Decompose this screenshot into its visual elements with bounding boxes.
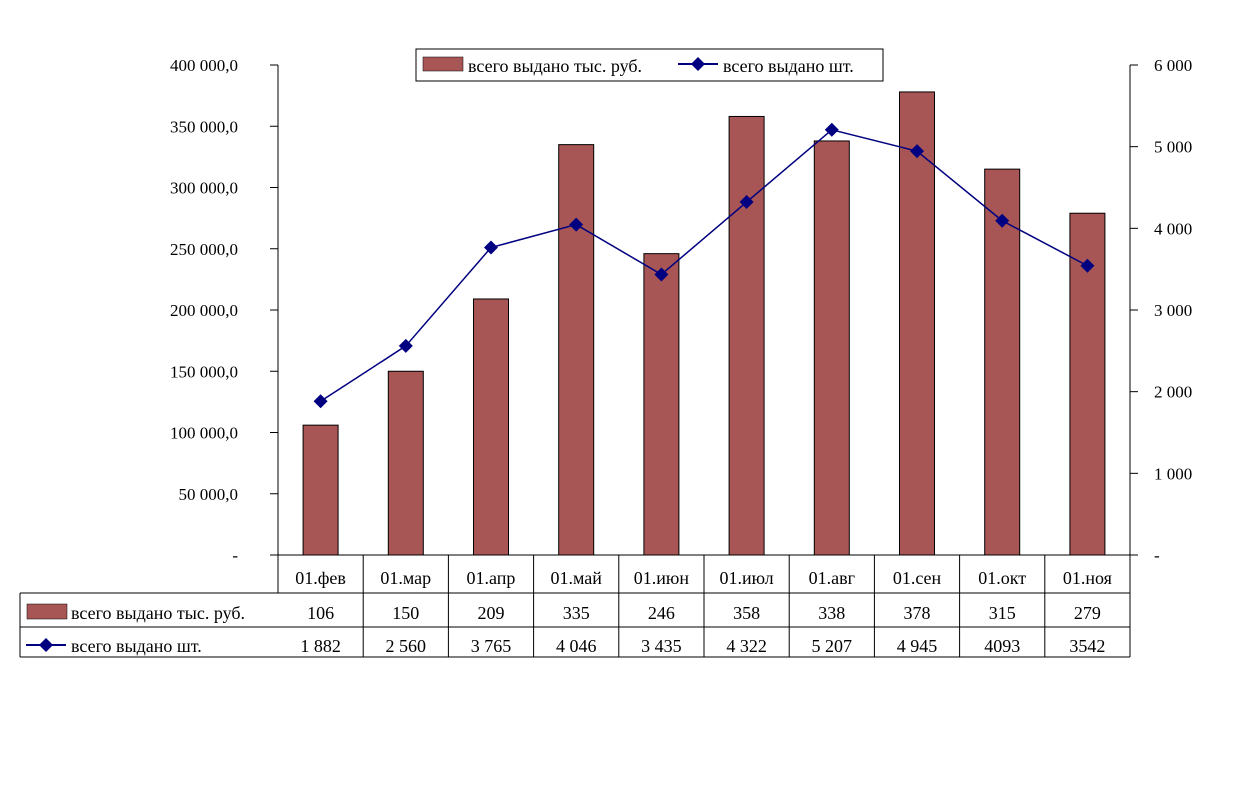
table-cell-rub: 378 xyxy=(904,603,931,623)
line-marker xyxy=(569,217,584,232)
x-axis-category-label: 01.июл xyxy=(720,568,774,588)
right-axis-tick-label: - xyxy=(1154,546,1160,565)
table-row-label-pcs: всего выдано шт. xyxy=(71,636,202,656)
x-axis-category-label: 01.окт xyxy=(978,568,1026,588)
table-cell-pcs: 3542 xyxy=(1069,636,1105,656)
x-axis-category-label: 01.июн xyxy=(634,568,690,588)
left-axis-tick-label: 50 000,0 xyxy=(179,485,239,504)
line-marker xyxy=(398,338,413,353)
x-axis-category-label: 01.сен xyxy=(893,568,942,588)
bar xyxy=(387,370,424,556)
line-marker xyxy=(313,394,328,409)
left-axis-tick-label: 350 000,0 xyxy=(170,117,238,136)
bar-series xyxy=(302,91,1106,556)
line-marker xyxy=(739,195,754,210)
bar xyxy=(302,424,339,556)
table-row-bar-swatch xyxy=(26,603,68,620)
right-axis-tick-label: 6 000 xyxy=(1154,56,1192,75)
data-table: 01.фев 106 1 882 01.мар 150 2 560 01.апр 209 3 7… xyxy=(19,555,1131,658)
x-axis-category-label: 01.фев xyxy=(295,568,346,588)
table-cell-pcs: 3 435 xyxy=(641,636,682,656)
x-axis-category-label: 01.авг xyxy=(809,568,855,588)
right-axis-tick-label: 3 000 xyxy=(1154,301,1192,320)
left-axis: - 50 000,0 100 000,0 150 000,0 200 000,0 250 … xyxy=(170,56,279,593)
legend: всего выдано тыс. руб. всего выдано шт. xyxy=(415,48,884,82)
right-axis-tick-label: 5 000 xyxy=(1154,138,1192,157)
table-cell-pcs: 4093 xyxy=(984,636,1020,656)
table-cell-rub: 279 xyxy=(1074,603,1101,623)
table-cell-pcs: 4 945 xyxy=(897,636,938,656)
left-axis-tick-label: 100 000,0 xyxy=(170,424,238,443)
left-axis-tick-label: 400 000,0 xyxy=(170,56,238,75)
table-cell-rub: 246 xyxy=(648,603,675,623)
legend-box xyxy=(415,48,884,82)
table-cell-pcs: 3 765 xyxy=(471,636,512,656)
legend-label-rub: всего выдано тыс. руб. xyxy=(468,56,642,76)
table-cell-rub: 338 xyxy=(818,603,845,623)
table-cell-rub: 209 xyxy=(478,603,505,623)
table-row-diamond-icon xyxy=(39,638,53,652)
table-cell-rub: 315 xyxy=(989,603,1016,623)
line-marker xyxy=(1080,258,1095,273)
table-cell-pcs: 5 207 xyxy=(812,636,853,656)
table-cell-rub: 358 xyxy=(733,603,760,623)
bar xyxy=(813,140,850,556)
bar xyxy=(728,115,765,556)
x-axis-category-label: 01.май xyxy=(551,568,603,588)
right-axis: - 1 000 2 000 3 000 4 000 5 000 6 000 xyxy=(270,56,1192,565)
left-axis-tick-label: 200 000,0 xyxy=(170,301,238,320)
left-axis-tick-label: 300 000,0 xyxy=(170,179,238,198)
line-series xyxy=(313,122,1095,409)
table-cell-rub: 150 xyxy=(392,603,419,623)
table-cell-rub: 106 xyxy=(307,603,334,623)
table-cell-pcs: 4 322 xyxy=(726,636,767,656)
bar xyxy=(558,144,595,556)
right-axis-tick-label: 4 000 xyxy=(1154,219,1192,238)
legend-label-pcs: всего выдано шт. xyxy=(723,56,854,76)
table-cell-pcs: 4 046 xyxy=(556,636,597,656)
line-marker xyxy=(824,122,839,137)
bar xyxy=(984,168,1021,556)
x-axis-category-label: 01.ноя xyxy=(1063,568,1112,588)
legend-bar-swatch xyxy=(422,56,464,72)
left-axis-tick-label: 150 000,0 xyxy=(170,362,238,381)
line-marker xyxy=(910,144,924,159)
table-cell-pcs: 1 882 xyxy=(300,636,341,656)
line-path xyxy=(320,128,1088,402)
right-axis-tick-label: 2 000 xyxy=(1154,383,1192,402)
x-axis-category-label: 01.мар xyxy=(380,568,431,588)
line-marker xyxy=(484,240,498,255)
bar xyxy=(899,91,935,556)
legend-diamond-icon xyxy=(691,57,705,71)
table-row-label-rub: всего выдано тыс. руб. xyxy=(71,603,245,623)
bar xyxy=(643,253,680,556)
bar xyxy=(473,298,509,556)
line-marker xyxy=(654,267,669,282)
left-axis-tick-label: 250 000,0 xyxy=(170,240,238,259)
x-axis-category-label: 01.апр xyxy=(467,568,516,588)
right-axis-tick-label: 1 000 xyxy=(1154,464,1192,483)
table-cell-rub: 335 xyxy=(563,603,590,623)
line-marker xyxy=(995,213,1010,228)
table-cell-pcs: 2 560 xyxy=(386,636,427,656)
left-axis-tick-label: - xyxy=(232,546,238,565)
